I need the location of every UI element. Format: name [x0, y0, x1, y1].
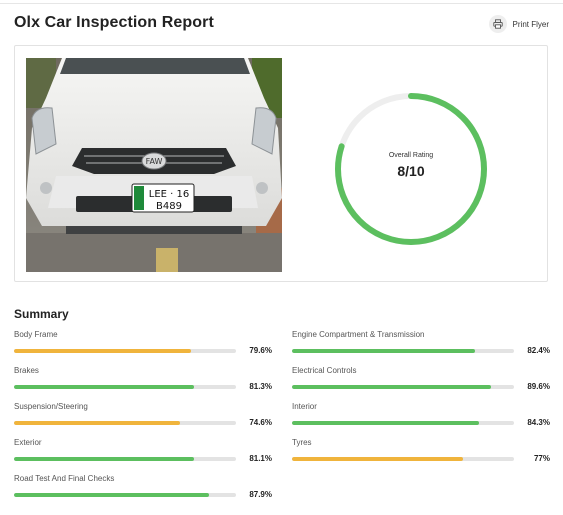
- metric-tyres: Tyres 77%: [292, 438, 554, 468]
- metric-value: 82.4%: [527, 346, 550, 355]
- metric-engine-compartment: Engine Compartment & Transmission 82.4%: [292, 330, 554, 360]
- metric-label: Brakes: [14, 366, 39, 375]
- metric-exterior: Exterior 81.1%: [14, 438, 276, 468]
- progress-track: [292, 385, 514, 389]
- progress-fill: [14, 349, 191, 353]
- progress-fill: [14, 421, 180, 425]
- overall-rating-label: Overall Rating: [388, 152, 434, 159]
- progress-fill: [292, 385, 491, 389]
- metric-body-frame: Body Frame 79.6%: [14, 330, 276, 360]
- progress-track: [14, 349, 236, 353]
- metric-suspension-steering: Suspension/Steering 74.6%: [14, 402, 276, 432]
- metric-value: 89.6%: [527, 382, 550, 391]
- progress-track: [292, 349, 514, 353]
- metric-label: Suspension/Steering: [14, 402, 88, 411]
- progress-fill: [292, 457, 463, 461]
- summary-title: Summary: [14, 307, 69, 321]
- progress-track: [292, 457, 514, 461]
- progress-fill: [292, 349, 475, 353]
- license-plate-line2: B489: [156, 201, 182, 212]
- metric-value: 74.6%: [249, 418, 272, 427]
- page-title: Olx Car Inspection Report: [14, 14, 214, 31]
- progress-fill: [14, 493, 210, 497]
- license-plate-line1: LEE · 16: [149, 189, 189, 200]
- progress-fill: [14, 385, 195, 389]
- progress-track: [14, 457, 236, 461]
- progress-track: [292, 421, 514, 425]
- printer-icon: [488, 15, 507, 33]
- rating-progress-arc: [335, 93, 487, 245]
- metric-road-test: Road Test And Final Checks 87.9%: [14, 474, 276, 504]
- metric-label: Interior: [292, 402, 317, 411]
- overall-rating-value: 8/10: [397, 163, 425, 179]
- print-flyer-button[interactable]: Print Flyer: [488, 15, 549, 33]
- metric-label: Tyres: [292, 438, 312, 447]
- metric-value: 79.6%: [249, 346, 272, 355]
- inspection-card: FAW LEE · 16 B489 Overall Rating 8/10: [14, 45, 548, 282]
- metric-label: Road Test And Final Checks: [14, 474, 115, 483]
- metric-electrical-controls: Electrical Controls 89.6%: [292, 366, 554, 396]
- metric-brakes: Brakes 81.3%: [14, 366, 276, 396]
- metric-label: Electrical Controls: [292, 366, 357, 375]
- metric-value: 87.9%: [249, 490, 272, 499]
- metric-label: Engine Compartment & Transmission: [292, 330, 425, 339]
- progress-fill: [292, 421, 480, 425]
- progress-track: [14, 493, 236, 497]
- overall-rating: Overall Rating 8/10: [331, 89, 491, 249]
- metric-label: Exterior: [14, 438, 42, 447]
- metric-label: Body Frame: [14, 330, 58, 339]
- metric-value: 81.1%: [249, 454, 272, 463]
- metric-value: 81.3%: [249, 382, 272, 391]
- rating-ring: [335, 93, 487, 245]
- progress-fill: [14, 457, 195, 461]
- metric-value: 77%: [533, 454, 550, 463]
- metric-value: 84.3%: [527, 418, 550, 427]
- svg-text:FAW: FAW: [146, 157, 163, 166]
- metric-interior: Interior 84.3%: [292, 402, 554, 432]
- progress-track: [14, 385, 236, 389]
- car-photo: FAW LEE · 16 B489: [26, 58, 282, 272]
- progress-track: [14, 421, 236, 425]
- top-divider: [0, 3, 563, 4]
- print-flyer-label: Print Flyer: [512, 19, 549, 29]
